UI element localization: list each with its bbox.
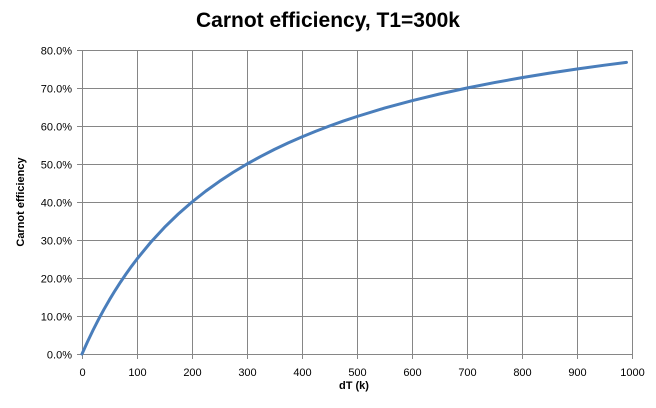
y-tick-label: 30.0% bbox=[41, 236, 72, 248]
y-axis-label: Carnot efficiency bbox=[15, 156, 27, 246]
x-tick-label: 200 bbox=[183, 367, 201, 379]
gridlines bbox=[82, 50, 633, 354]
x-tick-label: 1000 bbox=[620, 367, 644, 379]
x-tick-label: 800 bbox=[513, 367, 531, 379]
x-tick-label: 100 bbox=[128, 367, 146, 379]
series-layer bbox=[80, 60, 628, 356]
x-tick-label: 500 bbox=[348, 367, 366, 379]
x-tick-label: 700 bbox=[458, 367, 476, 379]
y-tick-label: 0.0% bbox=[47, 350, 72, 362]
y-tick-label: 80.0% bbox=[41, 46, 72, 58]
x-tick-label: 0 bbox=[79, 367, 85, 379]
y-tick-label: 20.0% bbox=[41, 274, 72, 286]
y-tick-label: 60.0% bbox=[41, 122, 72, 134]
x-axis-label: dT (k) bbox=[339, 380, 369, 392]
tick-labels: 0.0% 10.0% 20.0% 30.0% 40.0% 50.0% 60.0% 70.0% 8… bbox=[41, 46, 645, 380]
axes bbox=[77, 50, 633, 359]
efficiency-series-line bbox=[80, 60, 628, 356]
y-tick-label: 10.0% bbox=[41, 312, 72, 324]
y-tick-label: 50.0% bbox=[41, 160, 72, 172]
y-tick-label: 70.0% bbox=[41, 84, 72, 96]
x-tick-label: 300 bbox=[238, 367, 256, 379]
x-tick-label: 600 bbox=[403, 367, 421, 379]
x-tick-label: 400 bbox=[293, 367, 311, 379]
x-tick-label: 900 bbox=[568, 367, 586, 379]
chart-title: Carnot efficiency, T1=300k bbox=[196, 9, 460, 32]
y-tick-label: 40.0% bbox=[41, 198, 72, 210]
